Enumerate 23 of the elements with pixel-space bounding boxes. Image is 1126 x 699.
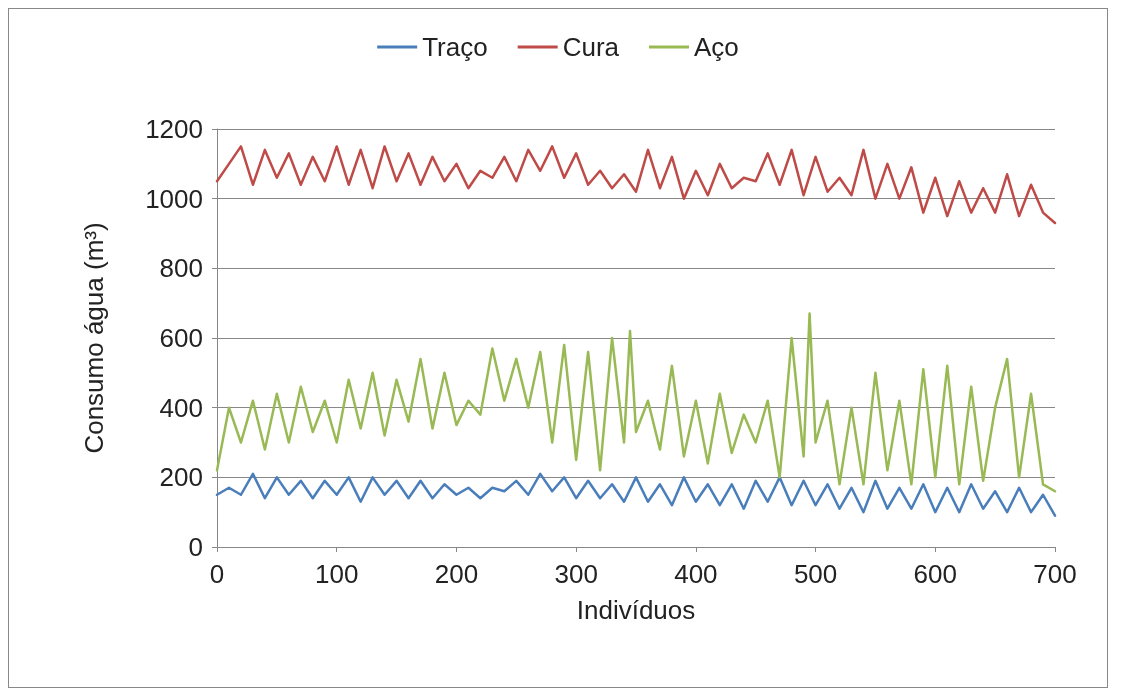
x-tick-label: 700 [1033,559,1077,589]
x-tick-label: 300 [554,559,598,589]
y-tick-label: 1200 [145,114,203,144]
y-tick-label: 0 [188,532,203,562]
y-tick-label: 200 [159,462,203,493]
y-axis-title: Consumo água (m³) [79,222,109,454]
legend-label: Traço [422,32,488,62]
y-tick-label: 1000 [145,183,203,214]
legend-label: Cura [562,32,620,62]
x-tick-label: 400 [674,559,718,589]
line-series [215,312,1057,493]
y-tick-label: 400 [159,392,203,423]
y-tick-label: 600 [159,323,203,353]
x-tick-label: 100 [315,559,359,589]
legend-label: Aço [694,32,739,62]
line-series [215,145,1057,225]
x-tick-label: 200 [434,559,479,589]
y-tick-label: 800 [159,253,203,284]
x-tick-label: 0 [209,559,225,589]
x-tick-label: 600 [913,559,957,589]
x-axis-title: Indivíduos [576,595,696,625]
line-series [215,472,1057,517]
x-tick-label: 500 [793,559,838,589]
